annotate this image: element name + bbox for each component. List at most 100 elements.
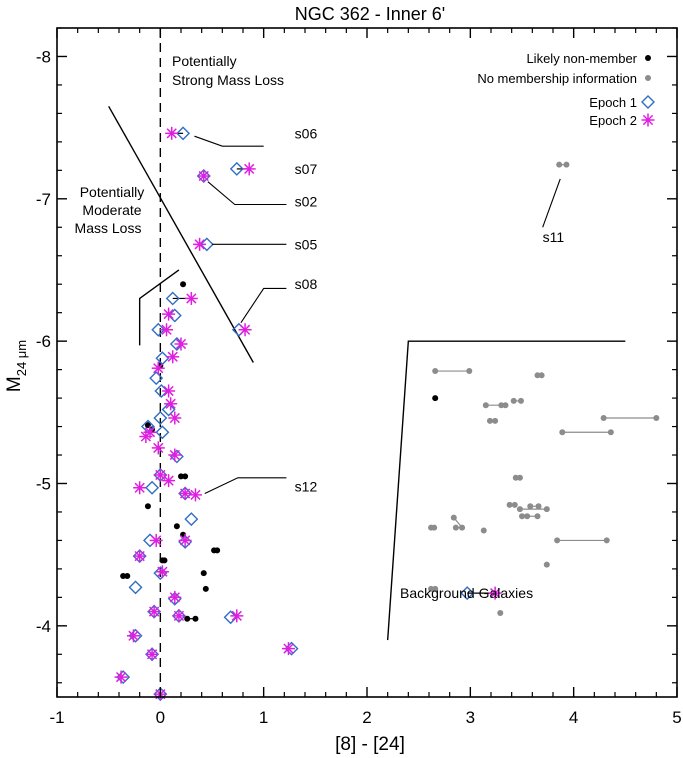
epoch2-point: [147, 605, 161, 619]
leader-s12: [204, 477, 287, 494]
epoch2-point: [133, 481, 147, 495]
chart-title: NGC 362 - Inner 6': [295, 4, 446, 24]
no-info-point: [428, 585, 435, 592]
leader-s06: [194, 135, 264, 147]
epoch2-point: [139, 430, 153, 444]
epoch1-point: [154, 383, 169, 398]
no-info-point: [482, 402, 489, 409]
y-axis-label-main: M: [4, 376, 25, 392]
strong-region-label-line1: Potentially: [172, 53, 237, 69]
source-leader-lines: [194, 135, 561, 494]
no-info-point: [535, 503, 542, 510]
epoch2-point: [178, 533, 192, 547]
non-member-point: [120, 573, 127, 580]
no-info-point: [486, 417, 493, 424]
epoch2-point: [168, 411, 182, 425]
no-info-point: [600, 415, 607, 422]
no-info-point: [524, 513, 531, 520]
epoch2-point: [197, 169, 211, 183]
no-info-point: [492, 417, 499, 424]
epoch2-point: [165, 126, 179, 140]
epoch2-point: [160, 323, 174, 337]
epoch2-point: [149, 533, 163, 547]
no-info-point: [517, 397, 524, 404]
leader-s08: [240, 287, 287, 323]
no-info-point: [511, 501, 518, 508]
epoch2-point: [178, 486, 192, 500]
moderate-mass-loss-boundary: [138, 269, 180, 346]
legend-label-epoch2: Epoch 2: [589, 113, 637, 128]
epoch1-point: [145, 480, 160, 495]
epoch2-point: [114, 670, 128, 684]
x-tick-label: 5: [672, 708, 681, 727]
legend-marker-gray-dot: [645, 75, 651, 81]
epoch2-point: [151, 361, 165, 375]
source-label-s12: s12: [295, 478, 318, 494]
epoch2-point: [193, 237, 207, 251]
no-info-point: [512, 474, 519, 481]
legend-label-no-info: No membership information: [477, 71, 637, 86]
no-info-point: [559, 429, 566, 436]
x-tick-label: -1: [49, 708, 64, 727]
legend-label-epoch1: Epoch 1: [589, 95, 637, 110]
non-member-point: [182, 473, 189, 480]
epoch1-point: [176, 126, 191, 141]
no-info-point: [607, 429, 614, 436]
non-member-point: [214, 547, 221, 554]
moderate-region-label-line2: Moderate: [82, 202, 141, 218]
no-info-point: [554, 537, 561, 544]
epoch2-point: [153, 468, 167, 482]
epoch2-point: [166, 350, 180, 364]
y-axis-label-sub: 24 μm: [14, 340, 29, 376]
epoch1-point: [284, 641, 299, 656]
non-member-point: [180, 281, 187, 288]
y-tick-label: -5: [36, 474, 51, 493]
non-member-point: [124, 573, 131, 580]
epoch2-point: [174, 337, 188, 351]
x-tick-label: 2: [362, 708, 371, 727]
data-points: [114, 126, 660, 702]
no-info-point: [497, 610, 504, 617]
leader-s11: [542, 178, 561, 228]
epoch1-point: [149, 371, 164, 386]
x-tick-label: 4: [569, 708, 578, 727]
epoch2-point: [188, 488, 202, 502]
no-info-point: [466, 368, 473, 375]
x-tick-label: 1: [259, 708, 268, 727]
non-member-point: [202, 585, 209, 592]
x-tick-label: 3: [466, 708, 475, 727]
no-info-point: [506, 501, 513, 508]
no-info-point: [653, 415, 660, 422]
no-info-point: [534, 513, 541, 520]
epoch2-point: [230, 609, 244, 623]
epoch1-point: [184, 512, 199, 527]
y-tick-label: -7: [36, 190, 51, 209]
no-info-point: [432, 368, 439, 375]
non-member-point: [200, 570, 207, 577]
epoch2-point: [172, 609, 186, 623]
no-info-point: [516, 506, 523, 513]
y-tick-label: -8: [36, 47, 51, 66]
epoch1-point: [151, 322, 166, 337]
tick-labels: -1 0 1 2 3 4 5 -4 -5 -6 -7 -8: [36, 47, 682, 727]
epoch2-point: [238, 323, 252, 337]
no-info-point: [543, 506, 550, 513]
no-info-point: [538, 372, 545, 379]
strong-region-label-line2: Strong Mass Loss: [172, 72, 284, 88]
no-info-point: [459, 524, 466, 531]
epoch1-point: [460, 586, 475, 601]
epoch2-point: [168, 448, 182, 462]
epoch1-point: [155, 425, 170, 440]
epoch2-point: [151, 441, 165, 455]
y-tick-label: -6: [36, 332, 51, 351]
no-info-point: [498, 402, 505, 409]
no-info-point: [527, 503, 534, 510]
no-info-point: [516, 474, 523, 481]
legend-marker-diamond: [641, 95, 655, 109]
epoch1-point: [199, 237, 214, 252]
legend-marker-asterisk: [641, 113, 655, 127]
no-info-point: [556, 161, 563, 168]
no-info-point: [603, 537, 610, 544]
connector-lines: [123, 132, 657, 620]
